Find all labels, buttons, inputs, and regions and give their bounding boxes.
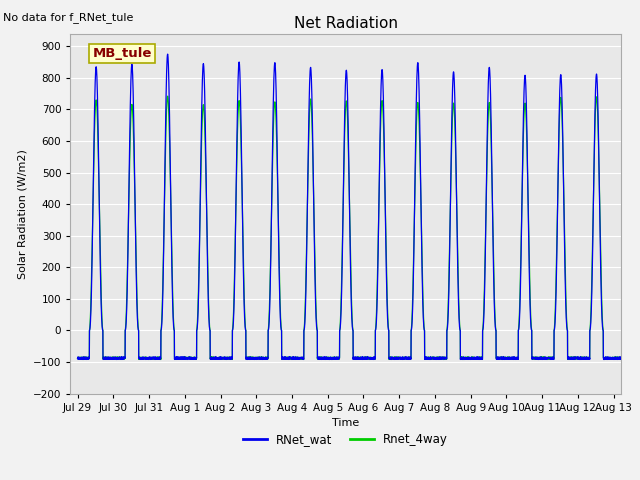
Title: Net Radiation: Net Radiation <box>294 16 397 31</box>
Rnet_4way <box>548 356 556 362</box>
Rnet_4way <box>74 356 81 361</box>
RNet_wat <box>164 51 172 57</box>
RNet_wat <box>520 78 528 84</box>
Line: Rnet_4way: Rnet_4way <box>77 96 640 360</box>
RNet_wat <box>74 356 81 361</box>
Rnet_4way <box>564 327 572 333</box>
Rnet_4way <box>521 103 529 108</box>
Text: MB_tule: MB_tule <box>92 47 152 60</box>
RNet_wat <box>563 327 571 333</box>
RNet_wat <box>600 357 607 362</box>
Rnet_4way <box>416 135 424 141</box>
Legend: RNet_wat, Rnet_4way: RNet_wat, Rnet_4way <box>238 428 453 451</box>
Rnet_4way <box>193 355 200 360</box>
Rnet_4way <box>79 357 86 362</box>
RNet_wat <box>385 327 392 333</box>
X-axis label: Time: Time <box>332 418 359 428</box>
Y-axis label: Solar Radiation (W/m2): Solar Radiation (W/m2) <box>17 149 28 278</box>
Text: No data for f_RNet_tule: No data for f_RNet_tule <box>3 12 134 23</box>
RNet_wat <box>548 355 556 360</box>
RNet_wat <box>415 105 423 111</box>
Rnet_4way <box>164 93 172 99</box>
Line: RNet_wat: RNet_wat <box>77 54 640 360</box>
RNet_wat <box>193 356 200 362</box>
Rnet_4way <box>385 355 393 361</box>
